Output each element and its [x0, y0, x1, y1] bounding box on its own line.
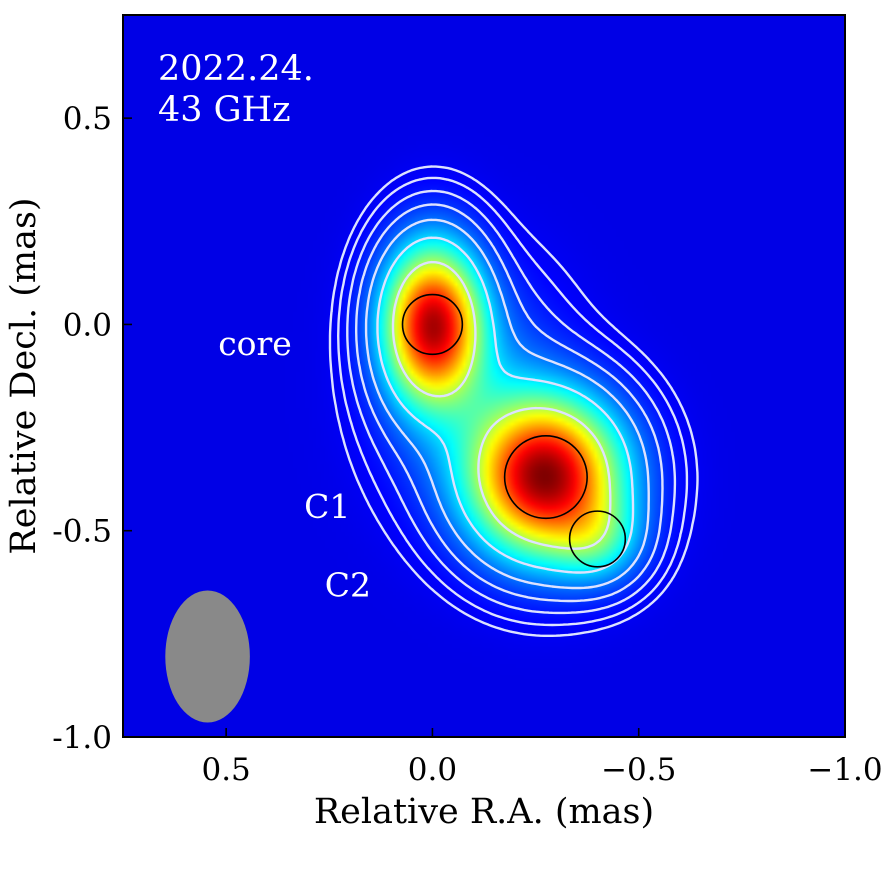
- y-tick-label: 0.5: [63, 101, 112, 137]
- plot-frame: [122, 14, 846, 738]
- contour-level-5: [364, 218, 650, 590]
- y-tick-label: -0.5: [52, 514, 112, 550]
- x-axis-ticks: 0.5 0.0 −0.5 −1.0: [201, 728, 883, 788]
- contour-level-1: [328, 165, 699, 637]
- component-circle-c1: [503, 435, 588, 520]
- contour-level-7: [391, 260, 612, 550]
- component-label-core: core: [218, 324, 292, 363]
- contour-level-3: [346, 189, 677, 615]
- frequency-label: 43 GHz: [158, 90, 291, 130]
- beam-ellipse: [165, 590, 250, 723]
- component-label-c2: C2: [325, 565, 371, 604]
- contour-level-4: [355, 203, 664, 603]
- x-tick-label: −0.5: [601, 752, 676, 788]
- y-tick-label: -1.0: [52, 720, 112, 756]
- y-tick-label: 0.0: [63, 307, 112, 343]
- component-label-c1: C1: [304, 487, 350, 526]
- x-tick-label: −1.0: [807, 752, 882, 788]
- contour-level-2: [337, 176, 689, 627]
- epoch-label: 2022.24.: [158, 49, 314, 89]
- component-circle-core: [401, 293, 464, 356]
- y-axis-label: Relative Decl. (mas): [4, 197, 44, 554]
- x-tick-label: 0.5: [201, 752, 250, 788]
- component-labels: core C1 C2: [218, 324, 371, 604]
- component-circle-c2: [568, 510, 627, 568]
- contour-lines: [328, 165, 699, 637]
- y-axis-ticks: 0.5 0.0 -0.5 -1.0: [52, 101, 132, 756]
- beam-layer: [165, 590, 250, 723]
- x-tick-label: 0.0: [408, 752, 457, 788]
- component-circles: [401, 293, 627, 568]
- intensity-heatmap: [123, 15, 845, 737]
- x-axis-label: Relative R.A. (mas): [314, 792, 654, 832]
